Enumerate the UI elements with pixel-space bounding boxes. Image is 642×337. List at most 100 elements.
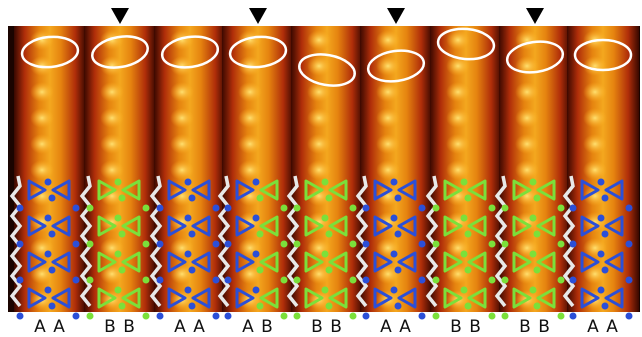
lattice-dot xyxy=(326,195,333,202)
lattice-dot xyxy=(363,241,370,248)
lattice-dot xyxy=(363,205,370,212)
lattice-dot xyxy=(461,251,468,258)
panel-label: B B xyxy=(450,317,482,337)
lattice-dot xyxy=(558,313,565,320)
panel-label: A A xyxy=(380,317,412,337)
bright-spot xyxy=(100,30,124,50)
lattice-dot xyxy=(45,179,52,186)
bright-spot xyxy=(515,82,539,102)
figure: A AB BA AA BB BA AB BB BA A xyxy=(0,0,642,337)
bright-spot xyxy=(515,134,539,154)
lattice-dot xyxy=(502,205,509,212)
lattice-dot xyxy=(257,303,264,310)
lattice-dot xyxy=(322,179,329,186)
lattice-dot xyxy=(115,251,122,258)
lattice-dot xyxy=(558,277,565,284)
lattice-dot xyxy=(570,277,577,284)
lattice-dot xyxy=(281,241,288,248)
lattice-dot xyxy=(119,195,126,202)
lattice-dot xyxy=(143,277,150,284)
lattice-dot xyxy=(461,179,468,186)
lattice-dot xyxy=(350,277,357,284)
lattice-dot xyxy=(602,231,609,238)
lattice-dot xyxy=(281,313,288,320)
bright-spot xyxy=(376,56,400,76)
lattice-dot xyxy=(49,231,56,238)
lattice-dot xyxy=(489,205,496,212)
lattice-dot xyxy=(115,287,122,294)
panel xyxy=(82,8,156,320)
bright-spot xyxy=(100,160,124,180)
lattice-dot xyxy=(530,179,537,186)
lattice-dot xyxy=(534,231,541,238)
lattice-dot xyxy=(225,277,232,284)
panel xyxy=(358,8,432,320)
lattice-dot xyxy=(465,303,472,310)
lattice-dot xyxy=(326,231,333,238)
lattice-dot xyxy=(213,277,220,284)
lattice-dot xyxy=(489,277,496,284)
lattice-dot xyxy=(257,267,264,274)
panel xyxy=(12,26,86,320)
arrow-marker xyxy=(387,8,405,24)
lattice-dot xyxy=(294,313,301,320)
bright-spot xyxy=(238,160,262,180)
lattice-dot xyxy=(185,215,192,222)
lattice-dot xyxy=(257,231,264,238)
lattice-dot xyxy=(419,277,426,284)
lattice-dot xyxy=(115,215,122,222)
bright-spot xyxy=(30,134,54,154)
panel xyxy=(220,8,294,320)
lattice-dot xyxy=(115,179,122,186)
lattice-dot xyxy=(433,313,440,320)
lattice-dot xyxy=(119,303,126,310)
lattice-dot xyxy=(326,303,333,310)
bright-spot xyxy=(170,134,194,154)
lattice-dot xyxy=(253,287,260,294)
panel xyxy=(152,26,226,320)
lattice-dot xyxy=(419,313,426,320)
lattice-dot xyxy=(253,179,260,186)
lattice-dot xyxy=(17,205,24,212)
lattice-dot xyxy=(602,195,609,202)
lattice-dot xyxy=(157,277,164,284)
bright-spot xyxy=(307,160,331,180)
lattice-dot xyxy=(502,277,509,284)
lattice-dot xyxy=(465,267,472,274)
bright-spot xyxy=(446,30,470,50)
lattice-dot xyxy=(49,267,56,274)
lattice-dot xyxy=(257,195,264,202)
panel xyxy=(497,8,571,320)
panel-label: B B xyxy=(519,317,551,337)
lattice-dot xyxy=(49,195,56,202)
lattice-dot xyxy=(602,267,609,274)
panel-label: A A xyxy=(587,317,619,337)
lattice-dot xyxy=(570,241,577,248)
lattice-dot xyxy=(185,251,192,258)
lattice-dot xyxy=(213,205,220,212)
lattice-dot xyxy=(502,313,509,320)
lattice-dot xyxy=(294,205,301,212)
arrow-marker xyxy=(249,8,267,24)
lattice-dot xyxy=(570,205,577,212)
lattice-dot xyxy=(465,195,472,202)
lattice-dot xyxy=(213,241,220,248)
lattice-dot xyxy=(395,195,402,202)
lattice-dot xyxy=(598,179,605,186)
lattice-dot xyxy=(558,241,565,248)
bright-spot xyxy=(583,82,607,102)
bright-spot xyxy=(446,82,470,102)
lattice-dot xyxy=(73,205,80,212)
lattice-dot xyxy=(17,313,24,320)
lattice-dot xyxy=(433,205,440,212)
lattice-dot xyxy=(626,313,633,320)
lattice-dot xyxy=(281,205,288,212)
lattice-dot xyxy=(73,313,80,320)
bright-spot xyxy=(30,160,54,180)
lattice-dot xyxy=(49,303,56,310)
lattice-dot xyxy=(461,287,468,294)
bright-spot xyxy=(307,30,331,50)
bright-spot xyxy=(376,134,400,154)
bright-spot xyxy=(376,160,400,180)
lattice-dot xyxy=(489,313,496,320)
